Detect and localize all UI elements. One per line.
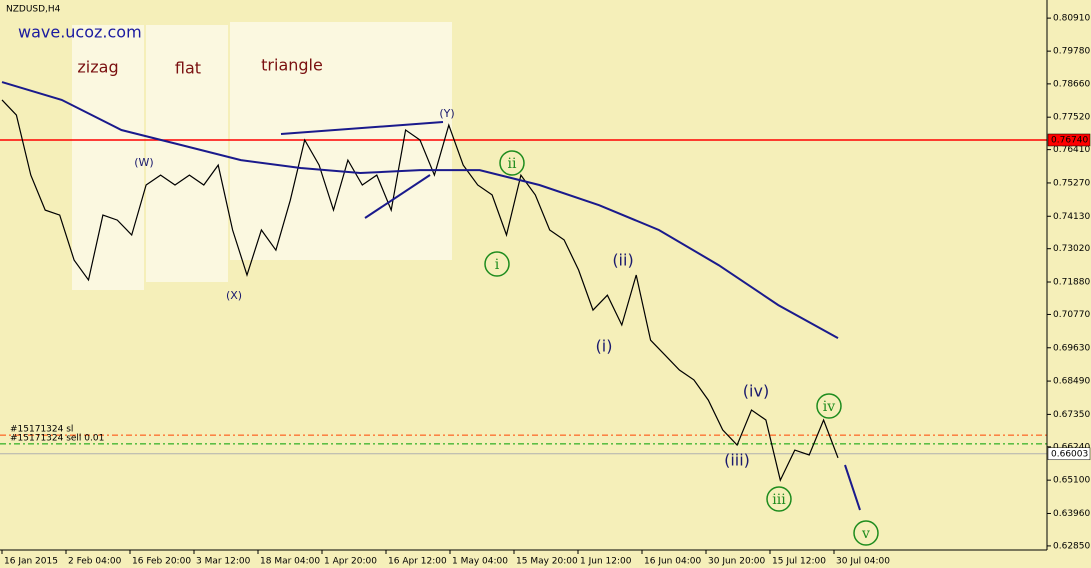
wave-circle bbox=[766, 486, 792, 512]
box-label: zizag bbox=[77, 58, 118, 77]
x-tick-label: 16 Jun 04:00 bbox=[644, 557, 701, 567]
series-line bbox=[1, 99, 839, 482]
y-tick-label: 0.63960 bbox=[1053, 509, 1090, 519]
wave-label: iv bbox=[823, 399, 835, 415]
y-tick-label: 0.69630 bbox=[1053, 343, 1090, 353]
wave-circle bbox=[499, 150, 525, 176]
y-tick-label: 0.79780 bbox=[1053, 47, 1090, 57]
y-tick-label: 0.71880 bbox=[1053, 278, 1090, 288]
y-tick-label: 0.66240 bbox=[1053, 442, 1090, 452]
triangle-box bbox=[230, 22, 452, 260]
wave-label: i bbox=[495, 257, 500, 273]
x-tick-label: 16 Feb 20:00 bbox=[132, 557, 191, 567]
y-tick-label: 0.62850 bbox=[1053, 541, 1090, 551]
wave-label: (W) bbox=[134, 156, 153, 169]
zigzag-box bbox=[72, 25, 144, 290]
x-tick-label: 1 Jun 12:00 bbox=[580, 557, 632, 567]
x-tick-label: 16 Apr 12:00 bbox=[388, 557, 447, 567]
wave-circle bbox=[816, 393, 842, 419]
x-tick-label: 16 Jan 2015 bbox=[4, 557, 58, 567]
y-tick-label: 0.75270 bbox=[1053, 178, 1090, 188]
y-tick-label: 0.65100 bbox=[1053, 476, 1090, 486]
wave-label: (Y) bbox=[439, 107, 454, 120]
trend-line bbox=[364, 174, 431, 219]
y-tick-label: 0.68490 bbox=[1053, 377, 1090, 387]
trend-line bbox=[280, 121, 444, 135]
level-tag bbox=[1047, 133, 1091, 147]
wave-label: iii bbox=[772, 492, 786, 508]
wave-label: (iii) bbox=[724, 451, 750, 470]
projection-line bbox=[844, 464, 861, 511]
wave-label: (X) bbox=[226, 289, 242, 302]
level-label: #15171324 sell 0.01 bbox=[10, 433, 104, 443]
wave-label: (ii) bbox=[612, 251, 633, 270]
watermark: wave.ucoz.com bbox=[18, 23, 142, 42]
symbol: NZDUSD,H4 bbox=[6, 5, 61, 15]
wave-circle bbox=[853, 520, 879, 546]
level-tag bbox=[1047, 447, 1091, 461]
y-tick-label: 0.76410 bbox=[1053, 145, 1090, 155]
level-label: 0.76740 bbox=[1051, 135, 1088, 145]
y-tick-label: 0.67350 bbox=[1053, 410, 1090, 420]
x-tick-label: 3 Mar 12:00 bbox=[196, 557, 251, 567]
y-tick-label: 0.70770 bbox=[1053, 310, 1090, 320]
y-tick-label: 0.80910 bbox=[1053, 14, 1090, 24]
series-line bbox=[1, 81, 839, 339]
wave-circle bbox=[484, 251, 510, 277]
wave-label: (iv) bbox=[743, 382, 769, 401]
x-tick-label: 30 Jun 20:00 bbox=[708, 557, 765, 567]
wave-label: v bbox=[861, 526, 870, 542]
y-tick-label: 0.78660 bbox=[1053, 79, 1090, 89]
x-tick-label: 1 Apr 20:00 bbox=[324, 557, 377, 567]
box-label: flat bbox=[175, 59, 201, 78]
x-tick-label: 1 May 04:00 bbox=[452, 557, 508, 567]
y-tick-label: 0.77520 bbox=[1053, 113, 1090, 123]
x-tick-label: 30 Jul 04:00 bbox=[836, 557, 890, 567]
wave-label: (i) bbox=[596, 337, 613, 356]
level-label: 0.66003 bbox=[1051, 449, 1088, 459]
x-tick-label: 15 May 20:00 bbox=[516, 557, 578, 567]
y-tick-label: 0.73020 bbox=[1053, 244, 1090, 254]
x-tick-label: 2 Feb 04:00 bbox=[68, 557, 122, 567]
x-tick-label: 15 Jul 12:00 bbox=[772, 557, 826, 567]
x-tick-label: 18 Mar 04:00 bbox=[260, 557, 320, 567]
level-label: #15171324 sl bbox=[10, 425, 73, 435]
wave-label: ii bbox=[508, 156, 517, 172]
box-label: triangle bbox=[261, 56, 323, 75]
y-tick-label: 0.74130 bbox=[1053, 212, 1090, 222]
